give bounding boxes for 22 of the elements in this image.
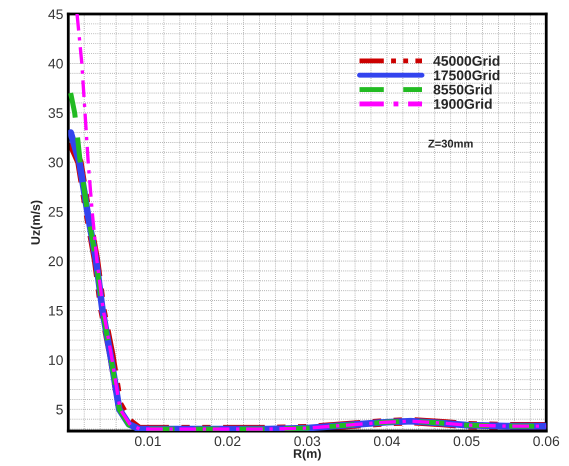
annotation: Z=30mm — [428, 140, 473, 148]
y-tick-label: 20 — [48, 256, 63, 266]
y-tick-label: 40 — [48, 58, 63, 69]
legend-label: 17500Grid — [434, 70, 500, 80]
y-tick-label: 10 — [49, 355, 63, 366]
legend-label: 45000Grid — [433, 56, 500, 66]
y-tick-label: 35 — [48, 108, 63, 118]
x-tick-label: 0.02 — [214, 436, 240, 446]
x-tick-label: 0.05 — [454, 436, 480, 446]
x-axis-title: R(m) — [294, 448, 321, 461]
legend-label: 1900Grid — [434, 98, 492, 109]
legend-label: 8550Grid — [434, 84, 492, 95]
x-tick-label: 0.06 — [533, 436, 560, 446]
y-axis-title: Uz(m/s) — [30, 200, 42, 244]
y-tick-label: 30 — [48, 158, 63, 168]
x-tick-label: 0.01 — [134, 436, 161, 446]
x-tick-label: 0.04 — [374, 436, 400, 446]
y-tick-label: 45 — [48, 9, 63, 20]
y-tick-label: 5 — [56, 404, 63, 414]
y-tick-label: 15 — [49, 306, 63, 316]
y-tick-label: 25 — [48, 206, 63, 217]
x-tick-label: 0.03 — [294, 436, 320, 446]
